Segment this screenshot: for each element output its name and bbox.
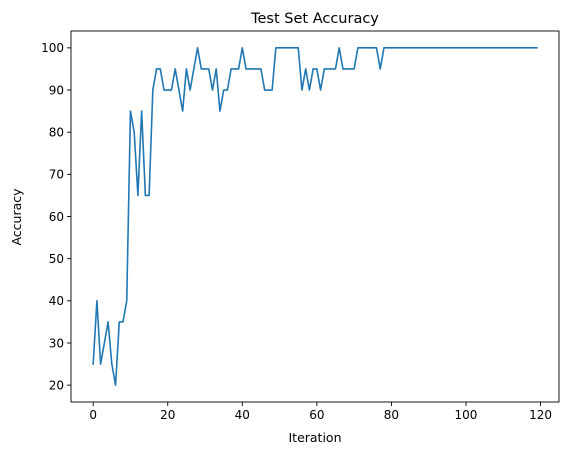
- x-tick-label: 60: [309, 408, 324, 422]
- y-tick-label: 50: [49, 252, 64, 266]
- y-tick-label: 60: [49, 210, 64, 224]
- y-tick-label: 80: [49, 125, 64, 139]
- x-tick-label: 80: [384, 408, 399, 422]
- x-tick-label: 0: [89, 408, 97, 422]
- y-tick-label: 70: [49, 168, 64, 182]
- x-tick-label: 20: [160, 408, 175, 422]
- y-tick-label: 90: [49, 83, 64, 97]
- y-tick-label: 40: [49, 294, 64, 308]
- y-axis-label: Accuracy: [9, 188, 24, 246]
- y-tick-label: 100: [41, 41, 64, 55]
- x-tick-label: 100: [455, 408, 478, 422]
- y-tick-label: 30: [49, 336, 64, 350]
- x-tick-label: 40: [235, 408, 250, 422]
- chart-title: Test Set Accuracy: [250, 11, 379, 27]
- plot-area: 0 20 40 60 80 100 120 20 30 40 50 60 70 80 90 100: [41, 30, 560, 422]
- y-tick-label: 20: [49, 378, 64, 392]
- x-tick-label: 120: [529, 408, 552, 422]
- series-line-0: [92, 47, 538, 386]
- x-axis-label: Iteration: [288, 430, 341, 445]
